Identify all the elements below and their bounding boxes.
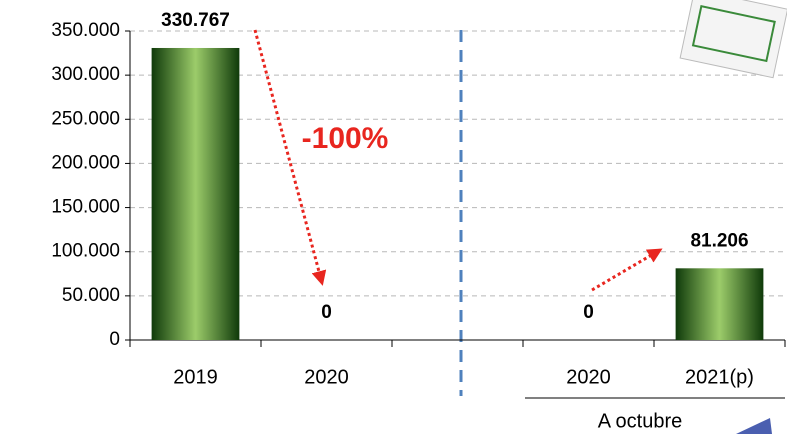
icon	[736, 418, 772, 434]
y-tick-label: 50.000	[62, 285, 120, 306]
value-label: 330.767	[161, 10, 230, 31]
annotation: -100%	[302, 122, 389, 155]
y-tick-label: 300.000	[51, 64, 120, 85]
y-tick-label: 200.000	[51, 152, 120, 173]
y-tick-label: 0	[109, 329, 120, 350]
x-tick-label: 2020	[304, 366, 349, 388]
arrow	[591, 248, 663, 292]
x-tick-label: 2020	[566, 366, 611, 388]
y-tick-label: 250.000	[51, 108, 120, 129]
x-tick-label: 2019	[173, 366, 218, 388]
value-label: 0	[583, 302, 594, 323]
value-label: 0	[321, 302, 332, 323]
annotation: A octubre	[598, 410, 683, 432]
value-label: 81.206	[690, 230, 748, 251]
arrow	[253, 29, 327, 286]
x-tick-label: 2021(p)	[685, 366, 754, 388]
y-tick-label: 350.000	[51, 20, 120, 41]
y-tick-label: 100.000	[51, 241, 120, 262]
bar	[675, 268, 764, 340]
product-image	[679, 0, 787, 79]
bar	[151, 47, 240, 341]
y-tick-label: 150.000	[51, 197, 120, 218]
